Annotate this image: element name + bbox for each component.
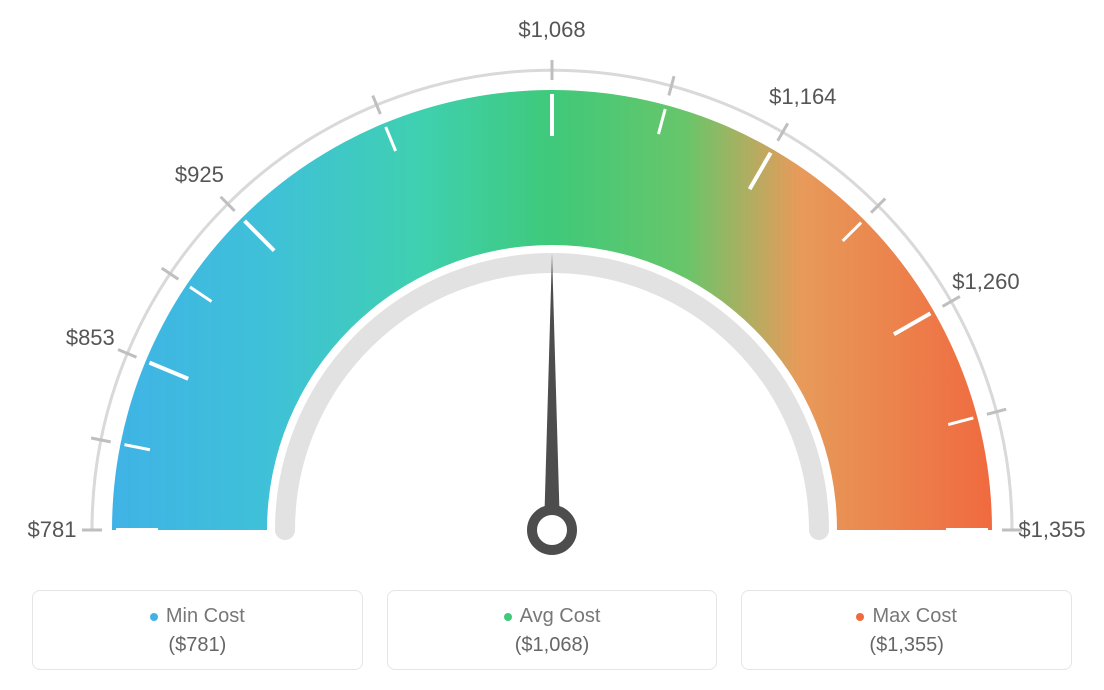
gauge-tick-label: $781 <box>28 517 77 543</box>
legend-value-max: ($1,355) <box>752 634 1061 657</box>
legend-dot-avg <box>504 613 512 621</box>
legend-card-avg: Avg Cost ($1,068) <box>387 590 718 670</box>
gauge-tick-label: $1,355 <box>1018 517 1085 543</box>
gauge-svg <box>0 0 1104 560</box>
gauge-chart-container: $781 $853 $925 $1,068 $1,164 $1,260 $1,355 Min… <box>0 0 1104 690</box>
legend-label-avg: Avg Cost <box>520 605 601 627</box>
legend-value-avg: ($1,068) <box>398 634 707 657</box>
legend-title-min: Min Cost <box>43 605 352 628</box>
gauge-tick-label: $1,068 <box>518 17 585 43</box>
gauge-area: $781 $853 $925 $1,068 $1,164 $1,260 $1,355 <box>0 0 1104 560</box>
gauge-tick-label: $853 <box>66 325 115 351</box>
gauge-tick-label: $925 <box>175 162 224 188</box>
legend-title-max: Max Cost <box>752 605 1061 628</box>
gauge-tick-label: $1,260 <box>952 269 1019 295</box>
legend-row: Min Cost ($781) Avg Cost ($1,068) Max Co… <box>32 590 1072 670</box>
legend-card-min: Min Cost ($781) <box>32 590 363 670</box>
legend-value-min: ($781) <box>43 634 352 657</box>
legend-title-avg: Avg Cost <box>398 605 707 628</box>
legend-dot-max <box>856 613 864 621</box>
legend-card-max: Max Cost ($1,355) <box>741 590 1072 670</box>
legend-label-max: Max Cost <box>872 605 956 627</box>
legend-dot-min <box>150 613 158 621</box>
gauge-tick-label: $1,164 <box>769 84 836 110</box>
legend-label-min: Min Cost <box>166 605 245 627</box>
